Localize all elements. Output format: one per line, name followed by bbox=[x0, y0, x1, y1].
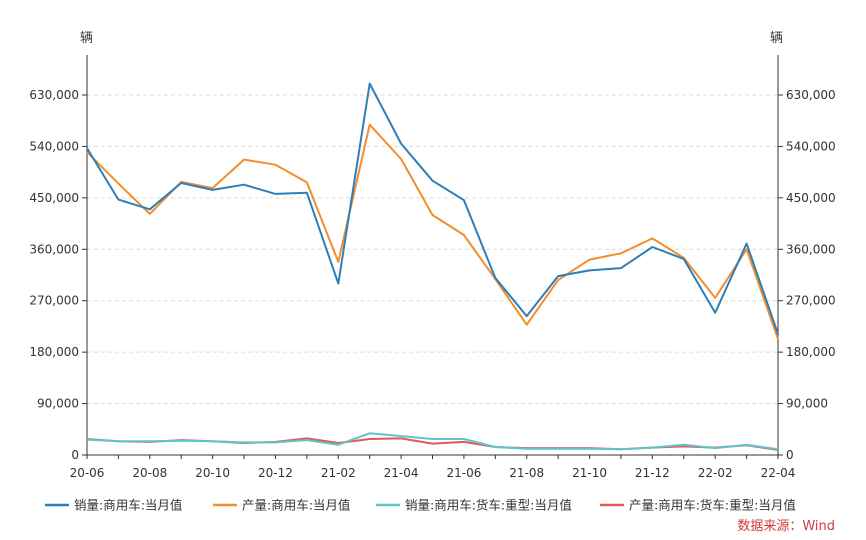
x-tick-label: 22-02 bbox=[698, 466, 733, 480]
left-y-tick-label: 90,000 bbox=[37, 397, 79, 411]
right-y-tick-label: 270,000 bbox=[786, 294, 836, 308]
x-tick-label: 21-06 bbox=[446, 466, 481, 480]
x-tick-label: 22-04 bbox=[761, 466, 796, 480]
series-line bbox=[86, 123, 779, 340]
series-line bbox=[86, 432, 779, 451]
left-y-tick-label: 450,000 bbox=[29, 191, 79, 205]
right-y-tick-label: 360,000 bbox=[786, 242, 836, 256]
left-y-tick-label: 180,000 bbox=[29, 345, 79, 359]
x-tick-label: 21-12 bbox=[635, 466, 670, 480]
legend-item[interactable]: 产量:商用车:货车:重型:当月值 bbox=[600, 498, 796, 513]
left-y-tick-label: 540,000 bbox=[29, 139, 79, 153]
legend-item[interactable]: 销量:商用车:货车:重型:当月值 bbox=[376, 498, 572, 513]
right-y-tick-label: 90,000 bbox=[786, 397, 828, 411]
right-y-tick-label: 0 bbox=[786, 448, 794, 462]
right-y-tick-label: 540,000 bbox=[786, 139, 836, 153]
legend[interactable]: 销量:商用车:当月值 产量:商用车:当月值 销量:商用车:货车:重型:当月值 产量:商… bbox=[45, 498, 796, 513]
x-tick-label: 20-06 bbox=[70, 466, 105, 480]
right-y-unit-label: 辆 bbox=[770, 31, 783, 46]
gridlines bbox=[87, 94, 778, 405]
right-y-tick-label: 180,000 bbox=[786, 345, 836, 359]
left-y-unit-label: 辆 bbox=[80, 31, 93, 46]
left-y-tick-label: 270,000 bbox=[29, 294, 79, 308]
legend-item[interactable]: 销量:商用车:当月值 bbox=[45, 498, 182, 513]
left-y-tick-label: 0 bbox=[71, 448, 79, 462]
left-y-tick-label: 630,000 bbox=[29, 88, 79, 102]
legend-label: 产量:商用车:当月值 bbox=[242, 498, 350, 513]
source-note: 数据来源：Wind bbox=[737, 519, 835, 534]
y-tick-labels: 0 0 90,000 90,000 180,000 180,000 270,000 270,0… bbox=[29, 88, 835, 462]
x-tick-label: 21-04 bbox=[384, 466, 419, 480]
legend-item[interactable]: 产量:商用车:当月值 bbox=[213, 498, 350, 513]
x-tick-label: 21-10 bbox=[572, 466, 607, 480]
legend-label: 销量:商用车:货车:重型:当月值 bbox=[405, 498, 572, 513]
x-tick-label: 20-12 bbox=[258, 466, 293, 480]
legend-label: 产量:商用车:货车:重型:当月值 bbox=[629, 498, 796, 513]
series-line bbox=[86, 82, 779, 335]
x-tick-label: 20-08 bbox=[132, 466, 167, 480]
x-tick-label: 20-10 bbox=[195, 466, 230, 480]
left-y-tick-label: 360,000 bbox=[29, 242, 79, 256]
x-tick-label: 21-08 bbox=[509, 466, 544, 480]
right-y-tick-label: 630,000 bbox=[786, 88, 836, 102]
legend-label: 销量:商用车:当月值 bbox=[74, 498, 182, 513]
x-tick-labels: 20-06 20-08 20-10 20-12 21-02 21-04 21-06 21-08… bbox=[70, 455, 796, 480]
series-lines bbox=[86, 82, 779, 451]
right-y-tick-label: 450,000 bbox=[786, 191, 836, 205]
x-tick-label: 21-02 bbox=[321, 466, 356, 480]
